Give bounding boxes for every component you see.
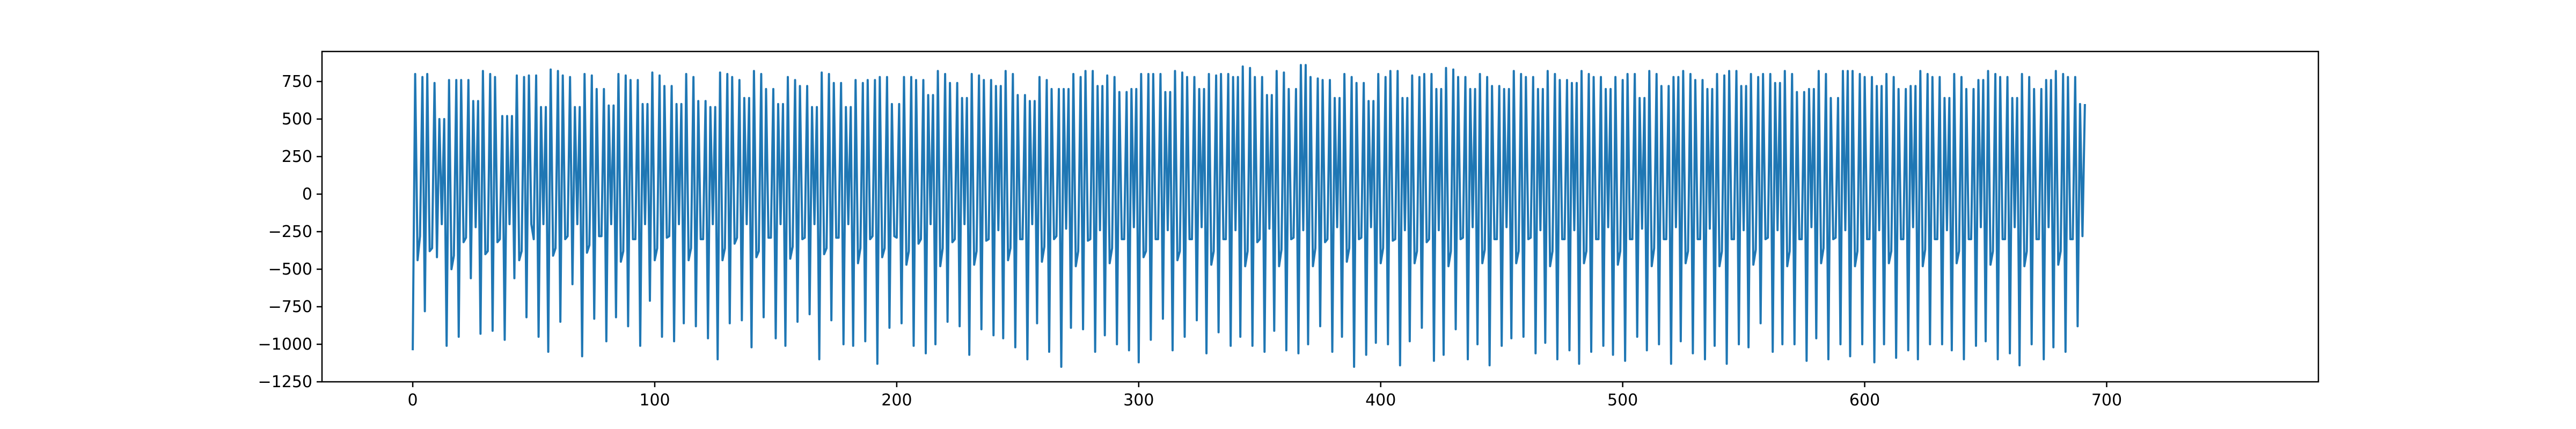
- x-tick-label: 200: [881, 391, 912, 410]
- plot-area: [412, 64, 2086, 368]
- series-line-0: [412, 64, 2086, 368]
- x-tick-label: 600: [1849, 391, 1880, 410]
- y-tick-label: 750: [282, 72, 312, 91]
- y-tick-label: −500: [268, 260, 312, 279]
- x-tick-label: 100: [639, 391, 670, 410]
- x-tick-label: 300: [1123, 391, 1154, 410]
- x-tick-label: 400: [1365, 391, 1396, 410]
- y-tick-label: 250: [282, 147, 312, 166]
- x-axis: 0 100 200 300 400 500 600 700: [408, 382, 2122, 410]
- x-tick-label: 700: [2091, 391, 2122, 410]
- x-tick-label: 0: [408, 391, 418, 410]
- y-tick-label: −1000: [258, 335, 312, 354]
- axes-frame: [321, 50, 2319, 383]
- y-tick-label: −250: [268, 223, 312, 241]
- y-tick-label: −1250: [258, 373, 312, 391]
- y-axis: −1250 −1000 −750 −500 −250 0 250 500 750: [258, 72, 322, 391]
- y-tick-label: 0: [302, 185, 312, 204]
- y-tick-label: −750: [268, 298, 312, 316]
- y-tick-label: 500: [282, 110, 312, 129]
- x-tick-label: 500: [1607, 391, 1638, 410]
